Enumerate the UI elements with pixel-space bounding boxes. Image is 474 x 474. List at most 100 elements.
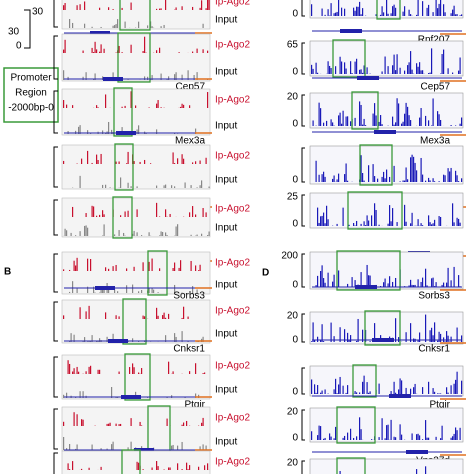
coverage <box>108 423 110 426</box>
coverage <box>338 0 340 17</box>
coverage <box>160 107 162 108</box>
coverage <box>124 211 126 217</box>
coverage <box>318 425 320 440</box>
panel-label: D <box>262 268 269 279</box>
coverage <box>323 341 325 342</box>
coverage <box>393 54 395 74</box>
coverage <box>138 291 140 293</box>
coverage <box>139 161 141 164</box>
coverage <box>99 51 101 53</box>
coverage <box>136 209 138 217</box>
bracket <box>301 42 305 75</box>
coverage <box>315 392 317 394</box>
coverage <box>426 285 428 287</box>
coverage <box>347 385 349 394</box>
coverage <box>99 338 101 342</box>
coverage <box>196 72 198 80</box>
coverage <box>79 125 81 134</box>
coverage <box>332 178 334 182</box>
coverage <box>416 14 418 16</box>
coverage <box>105 184 107 188</box>
coverage <box>456 371 458 394</box>
promoter-box <box>352 364 377 398</box>
coverage <box>317 435 319 440</box>
coverage <box>350 335 352 342</box>
coverage <box>142 469 144 470</box>
coverage <box>115 423 117 426</box>
coverage <box>365 225 367 226</box>
bracket <box>301 0 305 17</box>
coverage <box>174 262 176 271</box>
coverage <box>458 181 460 182</box>
bracket <box>301 94 305 127</box>
coverage <box>378 437 380 440</box>
y-min-label: 0 <box>292 9 298 20</box>
coverage <box>112 9 114 10</box>
coverage <box>205 8 207 10</box>
coverage <box>360 14 362 16</box>
coverage <box>311 4 313 16</box>
coverage <box>362 124 364 126</box>
coverage <box>380 14 382 16</box>
gene-exon <box>121 395 141 399</box>
coverage <box>148 261 150 271</box>
coverage <box>177 445 179 450</box>
coverage <box>455 125 457 126</box>
coverage <box>317 385 319 394</box>
gene-label: Mex3a <box>420 136 450 147</box>
coverage <box>169 467 171 470</box>
coverage <box>414 284 416 287</box>
coverage <box>91 205 93 217</box>
coverage <box>120 423 122 426</box>
coverage <box>317 336 319 342</box>
coverage <box>333 336 335 342</box>
coverage <box>75 265 77 271</box>
coverage <box>199 446 201 450</box>
track-frame <box>61 251 211 295</box>
coverage <box>339 470 341 474</box>
coverage <box>79 4 81 10</box>
track-frame <box>61 299 211 344</box>
coverage <box>63 315 65 319</box>
coverage <box>456 14 458 16</box>
coverage <box>115 161 117 164</box>
coverage <box>365 125 367 126</box>
coverage <box>353 222 355 226</box>
coverage <box>419 117 421 126</box>
coverage <box>450 385 452 394</box>
coverage <box>354 10 356 16</box>
coverage <box>69 291 71 293</box>
coverage <box>428 4 430 16</box>
coverage <box>351 277 353 287</box>
coverage <box>138 21 140 28</box>
coverage <box>79 175 81 188</box>
coverage <box>207 50 209 53</box>
coverage <box>381 176 383 182</box>
coverage <box>183 306 185 319</box>
coverage <box>121 127 123 134</box>
coverage <box>96 154 98 164</box>
coverage <box>384 278 386 287</box>
coverage <box>172 152 174 164</box>
coverage <box>133 367 135 374</box>
coverage <box>126 268 128 271</box>
coverage <box>76 288 78 293</box>
coverage <box>429 72 431 74</box>
coverage <box>88 366 90 374</box>
coverage <box>102 210 104 217</box>
coverage <box>372 113 374 126</box>
coverage <box>199 264 201 271</box>
coverage <box>441 425 443 440</box>
coverage <box>348 340 350 342</box>
coverage <box>139 421 141 426</box>
coverage <box>417 340 419 342</box>
coverage <box>437 340 439 342</box>
coverage <box>172 371 174 374</box>
coverage <box>459 15 461 16</box>
coverage <box>390 391 392 394</box>
coverage <box>102 184 104 188</box>
coverage <box>327 272 329 287</box>
coverage <box>136 461 138 470</box>
coverage <box>312 120 314 126</box>
coverage <box>94 41 96 53</box>
